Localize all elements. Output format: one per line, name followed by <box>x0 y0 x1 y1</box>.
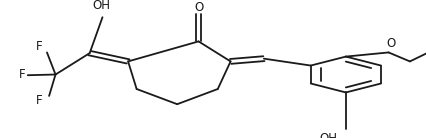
Text: F: F <box>36 94 43 107</box>
Text: O: O <box>386 37 395 50</box>
Text: O: O <box>193 1 203 14</box>
Text: OH: OH <box>92 0 110 12</box>
Text: OH: OH <box>319 132 337 138</box>
Text: F: F <box>36 40 43 53</box>
Text: F: F <box>19 68 26 81</box>
